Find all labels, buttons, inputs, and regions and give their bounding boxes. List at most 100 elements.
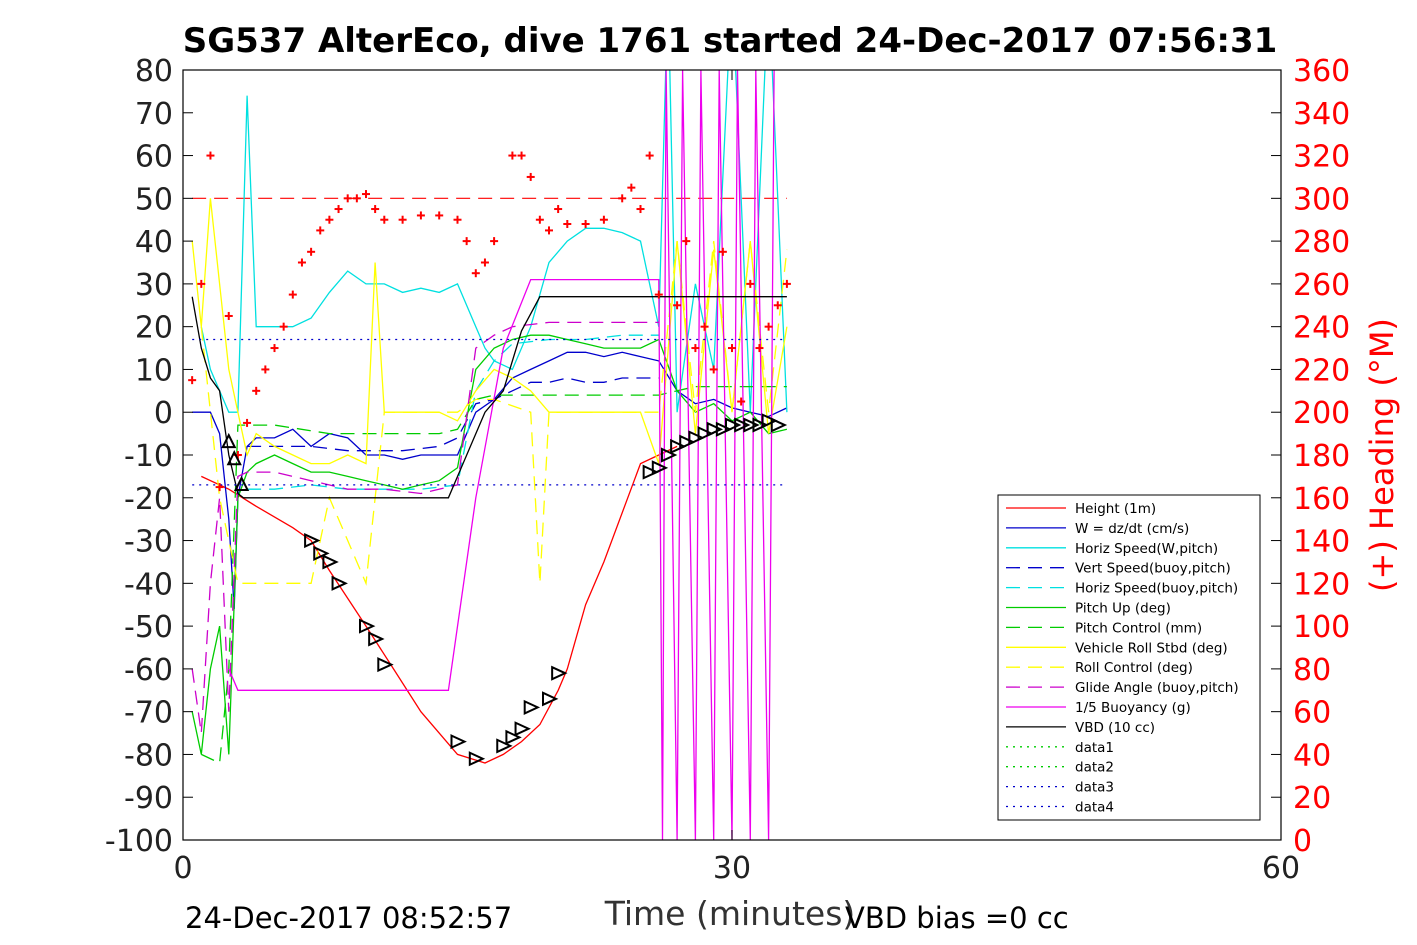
x-tick-label: 30 <box>713 851 751 886</box>
heading-point <box>618 194 627 203</box>
right-tick-label: 80 <box>1293 653 1331 688</box>
heading-point <box>599 215 608 224</box>
right-tick-label: 280 <box>1293 225 1350 260</box>
right-tick-label: 360 <box>1293 54 1350 89</box>
left-tick-label: -60 <box>124 653 173 688</box>
heading-point <box>435 211 444 220</box>
legend-label: Horiz Speed(W,pitch) <box>1075 541 1218 557</box>
series-line-7 <box>191 198 788 465</box>
heading-point <box>581 220 590 228</box>
legend-label: Vehicle Roll Stbd (deg) <box>1075 640 1228 656</box>
legend-label: Pitch Up (deg) <box>1075 601 1171 617</box>
footer-vbd-bias: VBD bias =0 cc <box>845 901 1069 935</box>
left-tick-label: -80 <box>124 738 173 773</box>
vbd-marker <box>233 475 250 491</box>
heading-point <box>508 151 517 160</box>
left-tick-label: -20 <box>124 482 173 517</box>
heading-point <box>334 205 343 214</box>
heading-point <box>636 205 645 214</box>
heading-point <box>517 151 526 160</box>
left-tick-label: -50 <box>124 610 173 645</box>
vbd-marker <box>743 417 760 433</box>
vbd-marker <box>660 447 678 463</box>
right-axis-label: (+) Heading (°M) <box>1363 318 1401 592</box>
vbd-marker <box>450 734 467 750</box>
heading-point <box>261 365 270 374</box>
vbd-marker <box>496 738 513 754</box>
left-tick-label: 80 <box>135 54 173 89</box>
vbd-marker <box>679 434 696 450</box>
legend-label: W = dz/dt (cm/s) <box>1075 521 1189 537</box>
heading-point <box>654 290 663 299</box>
right-axis: 3603403203002802602402202001801601401201… <box>1271 54 1350 859</box>
heading-point <box>206 151 215 160</box>
heading-point <box>691 344 700 353</box>
vbd-marker <box>377 657 394 673</box>
heading-point <box>462 237 471 246</box>
left-tick-label: -100 <box>105 824 173 859</box>
left-tick-label: -10 <box>124 439 173 474</box>
right-tick-label: 220 <box>1293 353 1350 388</box>
heading-point <box>416 211 425 220</box>
vbd-marker <box>514 721 531 737</box>
heading-point <box>700 322 709 331</box>
vbd-marker <box>725 417 742 433</box>
heading-point <box>627 183 636 192</box>
left-axis: 80 70 60 50 40 30 20 10 0 -10 -20 -30 -40 -50 -60 -70 -8… <box>105 54 193 859</box>
right-tick-label: 300 <box>1293 182 1350 217</box>
footer-timestamp: 24-Dec-2017 08:52:57 <box>185 901 512 935</box>
plot-area <box>188 70 791 840</box>
heading-point <box>746 279 755 288</box>
heading-point <box>316 226 325 235</box>
vbd-marker <box>770 417 788 433</box>
vbd-marker <box>551 665 568 681</box>
chart-title: SG537 AlterEco, dive 1761 started 24-Dec… <box>183 21 1278 61</box>
right-tick-label: 0 <box>1293 824 1312 859</box>
vbd-marker <box>670 438 687 455</box>
vbd-marker <box>542 691 559 707</box>
x-tick-label: 0 <box>173 851 192 886</box>
vbd-marker <box>706 421 724 437</box>
heading-point <box>325 215 334 224</box>
left-tick-label: 70 <box>135 97 173 132</box>
heading-point <box>297 258 306 267</box>
heading-point <box>252 386 261 395</box>
series-line-9 <box>191 321 659 734</box>
legend-label: data3 <box>1075 780 1114 796</box>
vbd-marker <box>505 729 522 745</box>
vbd-marker <box>734 417 751 433</box>
heading-point <box>773 301 782 310</box>
vbd-marker <box>368 631 385 647</box>
heading-point <box>554 205 563 214</box>
heading-point <box>645 151 654 160</box>
heading-point <box>682 237 691 246</box>
vbd-marker <box>761 413 778 429</box>
right-tick-label: 40 <box>1293 738 1331 773</box>
heading-point <box>270 344 279 353</box>
heading-point <box>535 215 544 224</box>
heading-point <box>737 397 746 406</box>
heading-point <box>480 258 489 267</box>
heading-point <box>398 215 407 224</box>
heading-point <box>224 311 233 320</box>
heading-point <box>471 269 480 278</box>
legend-label: 1/5 Buoyancy (g) <box>1075 700 1191 716</box>
heading-point <box>453 215 462 224</box>
vbd-marker <box>359 618 376 634</box>
heading-point <box>490 237 499 246</box>
right-tick-label: 120 <box>1293 567 1350 602</box>
heading-point <box>362 190 370 199</box>
left-tick-label: -40 <box>124 567 173 602</box>
heading-point <box>197 279 206 288</box>
heading-point <box>526 172 535 181</box>
left-tick-label: 20 <box>135 311 173 346</box>
legend-label: Horiz Speed(buoy,pitch) <box>1075 581 1238 597</box>
legend-label: Vert Speed(buoy,pitch) <box>1075 561 1231 577</box>
heading-point <box>718 247 727 256</box>
vbd-marker <box>642 464 660 480</box>
left-tick-label: -70 <box>124 696 173 731</box>
vbd-marker <box>313 545 330 561</box>
vbd-marker <box>715 421 733 437</box>
heading-point <box>755 344 764 353</box>
